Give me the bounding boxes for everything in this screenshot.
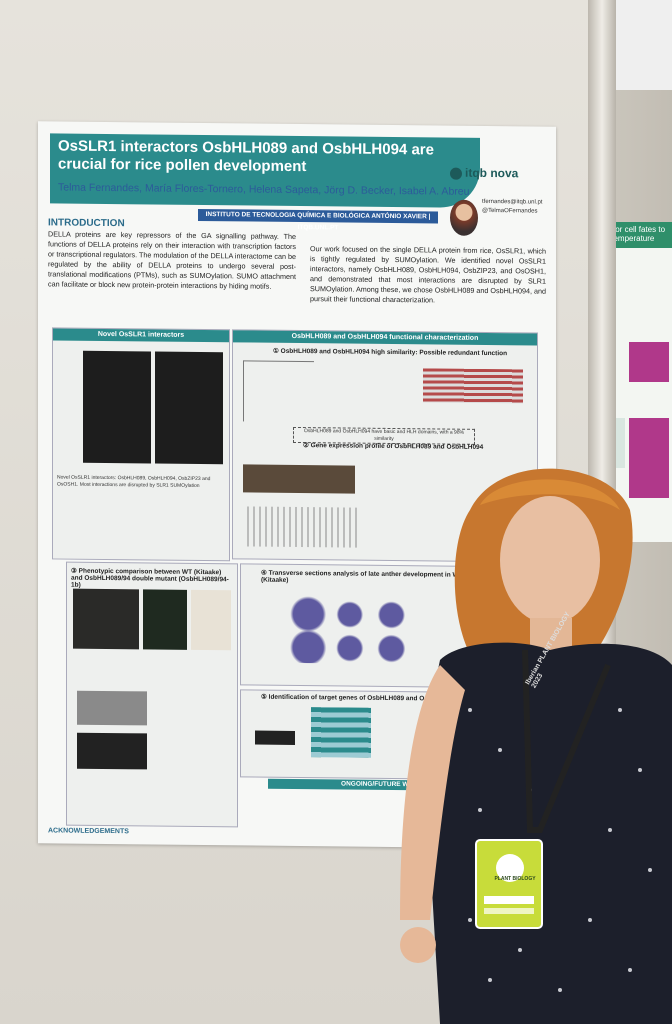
pollen-viability-image	[77, 732, 147, 770]
intro-right-text: Our work focused on the single DELLA pro…	[310, 244, 546, 305]
person-photo	[400, 468, 672, 1024]
contact-twitter: @TelmaOFernandes	[482, 207, 538, 215]
sequence-alignment	[423, 368, 523, 404]
yeast-assay-grid	[155, 351, 223, 465]
yeast-assay-grid	[83, 350, 151, 464]
dress	[428, 642, 672, 1024]
logo-icon	[450, 167, 462, 180]
neighbor-poster-image	[629, 418, 669, 498]
phylogenetic-tree	[243, 360, 314, 423]
hand	[400, 927, 436, 963]
logo-text: itqb nova	[465, 165, 519, 181]
intro-left-text: DELLA proteins are key repressors of the…	[48, 229, 296, 291]
plant-photo	[73, 588, 139, 650]
enrichment-bar-chart	[311, 707, 371, 758]
badge-logo-icon	[496, 854, 524, 882]
novel-interactors-header: Novel OsSLR1 interactors	[53, 328, 229, 343]
institute-logo: itqb nova	[450, 165, 519, 181]
lanyard	[522, 649, 611, 833]
arm	[400, 665, 465, 920]
expression-bar-chart	[247, 506, 357, 548]
intro-heading: INTRODUCTION	[48, 217, 125, 230]
neighbor-poster-image	[629, 342, 669, 382]
contact-info: tfernandes@itqb.unl.pt @TelmaOFernandes	[482, 198, 542, 217]
novel-interactors-panel: Novel OsSLR1 interactors Novel OsSLR1 in…	[52, 327, 230, 562]
ceiling	[612, 0, 672, 90]
section-3-title: ③ Phenotypic comparison between WT (Kita…	[71, 567, 229, 589]
pollen-sem-image	[77, 690, 147, 726]
anther-photo	[191, 589, 231, 651]
functional-panel-header: OsbHLH089 and OsbHLH094 functional chara…	[233, 330, 537, 346]
name-badge	[475, 839, 543, 929]
section-1-title: ① OsbHLH089 and OsbHLH094 high similarit…	[273, 347, 508, 358]
gel-image	[255, 730, 295, 745]
phenotype-panel: ③ Phenotypic comparison between WT (Kita…	[66, 561, 238, 828]
novel-box-text: Novel OsSLR1 interactors: OsbHLH089, Osb…	[57, 474, 211, 489]
acknowledgements-heading: ACKNOWLEDGEMENTS	[48, 827, 129, 836]
poster-authors: Telma Fernandes, María Flores-Tornero, H…	[58, 181, 470, 198]
face	[500, 496, 600, 624]
author-photo	[450, 199, 478, 236]
poster-title: OsSLR1 interactors OsbHLH089 and OsbHLH0…	[58, 137, 434, 176]
spikelet-photo	[143, 589, 187, 650]
gus-staining-images	[243, 464, 355, 494]
institute-bar: INSTITUTO DE TECNOLOGIA QUÍMICA E BIOLÓG…	[198, 208, 438, 231]
badge-text: PLANT BIOLOGY	[494, 876, 536, 882]
title-band: OsSLR1 interactors OsbHLH089 and OsbHLH0…	[50, 133, 480, 208]
